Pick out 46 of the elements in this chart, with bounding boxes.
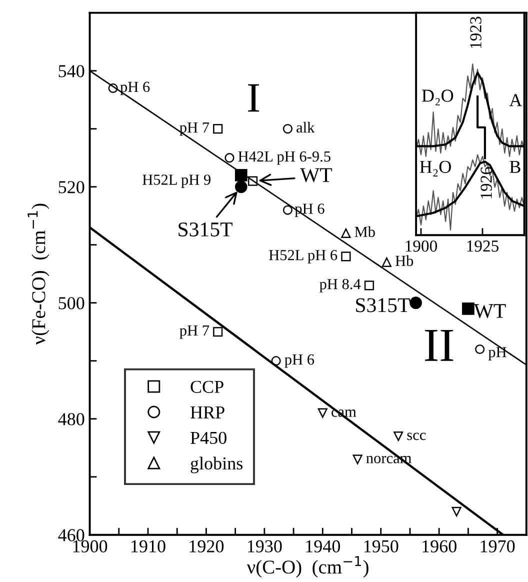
x-tick-label: 1910 [132,540,166,552]
x-tick-label: 1920 [190,540,224,552]
y-tick-label: 520 [58,181,84,194]
annotation: H52L pH 9 [142,174,210,188]
annotation: A [509,94,522,106]
annotation: pH 7 [180,326,210,339]
annotation: B [510,160,520,173]
annotation: pH [488,347,506,360]
annotation: I [248,84,259,112]
x-axis-title: ν(C-O) (cm$^{−1}$) [246,556,368,578]
annotation: H52L pH 6 [269,250,338,264]
y-tick-label: 540 [58,65,84,78]
annotation: 1926 [480,167,492,198]
x-tick-label: 1930 [248,540,282,552]
legend-label: CCP [190,380,224,393]
y-axis-title: ν(Fe-CO) (cm$^{−1}$) [28,204,50,345]
x-tick-label: 1900 [406,240,438,252]
x-tick-label: 1960 [422,540,456,552]
annotation: Hb [395,255,414,266]
annotation: pH 6 [120,82,150,96]
annotation: H₂O [420,160,451,176]
annotation: pH 7 [180,122,210,136]
x-tick-label: 1900 [73,540,108,552]
legend-label: HRP [190,406,224,418]
y-tick-label: 500 [58,297,84,310]
annotation: WT [300,168,332,182]
x-tick-label: 1925 [467,240,498,252]
annotation: S315T [178,222,232,236]
annotation: pH 8.4 [320,278,361,292]
annotation: D₂O [422,90,454,106]
annotation: Mb [354,226,375,238]
annotation: pH 6 [294,204,324,217]
legend-label: P450 [190,432,226,444]
annotation: S315T [356,298,410,312]
annotation: H42L pH 6-9.5 [238,151,330,165]
annotation: alk [296,122,315,133]
x-tick-label: 1940 [306,540,340,552]
y-tick-label: 460 [58,529,84,542]
annotation: pH 6 [284,354,314,368]
y-tick-label: 480 [58,413,84,426]
annotation: 1923 [470,16,482,48]
legend-label: globins [190,456,243,474]
annotation: scc [407,432,426,440]
x-tick-label: 1970 [480,540,515,552]
annotation: II [425,330,454,361]
x-tick-label: 1950 [364,540,398,552]
